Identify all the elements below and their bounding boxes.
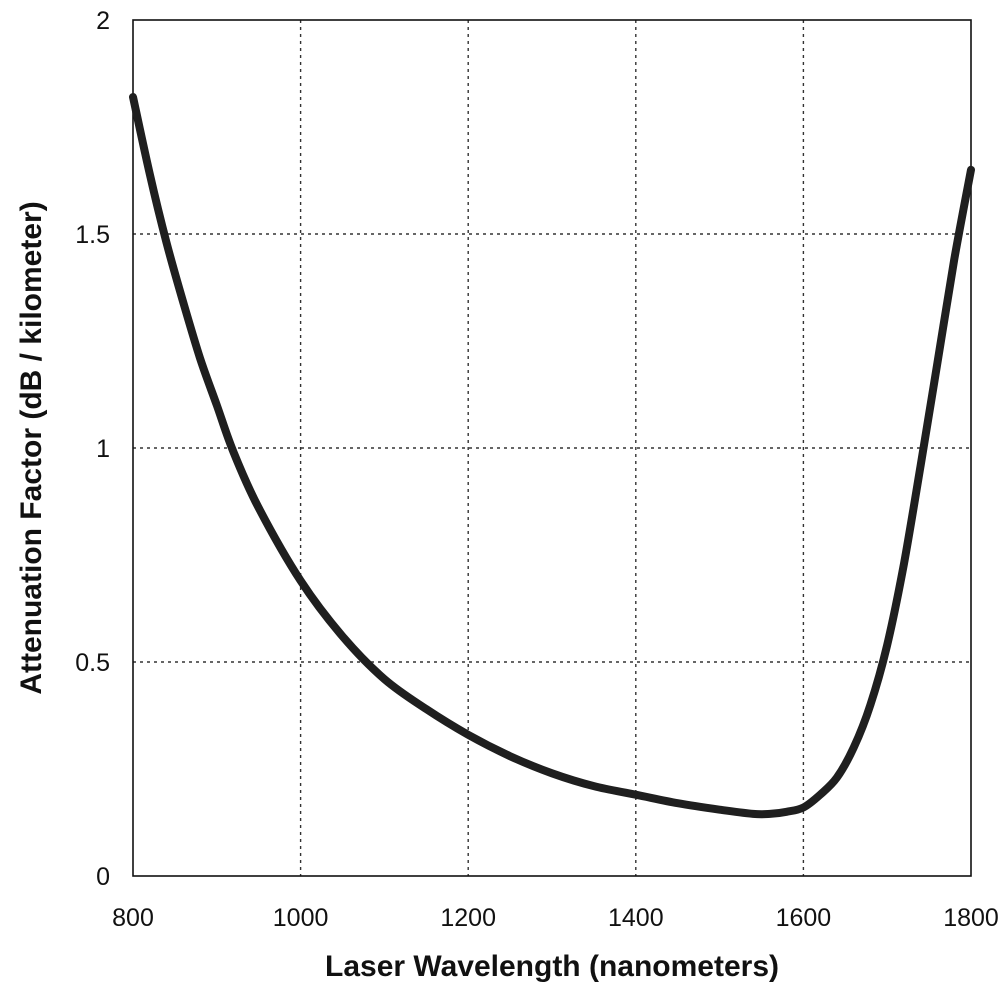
y-tick-label: 2: [96, 7, 110, 35]
y-axis-title: Attenuation Factor (dB / kilometer): [15, 201, 48, 694]
y-tick-label: 0: [96, 863, 110, 891]
x-tick-label: 1200: [440, 904, 496, 932]
grid-lines: [133, 20, 971, 876]
x-tick-label: 1800: [943, 904, 999, 932]
x-axis-ticks: 800 1000 1200 1400 1600 1800: [112, 904, 999, 932]
attenuation-curve: [129, 93, 975, 819]
x-tick-label: 1400: [608, 904, 664, 932]
x-tick-label: 1000: [273, 904, 329, 932]
y-tick-label: 1: [96, 435, 110, 463]
x-axis-title: Laser Wavelength (nanometers): [325, 950, 779, 983]
x-tick-label: 1600: [776, 904, 832, 932]
y-tick-label: 1.5: [75, 221, 110, 249]
y-tick-label: 0.5: [75, 649, 110, 677]
x-tick-label: 800: [112, 904, 154, 932]
y-axis-ticks: 0 0.5 1 1.5 2: [75, 7, 110, 891]
plot-frame: [132, 19, 972, 877]
